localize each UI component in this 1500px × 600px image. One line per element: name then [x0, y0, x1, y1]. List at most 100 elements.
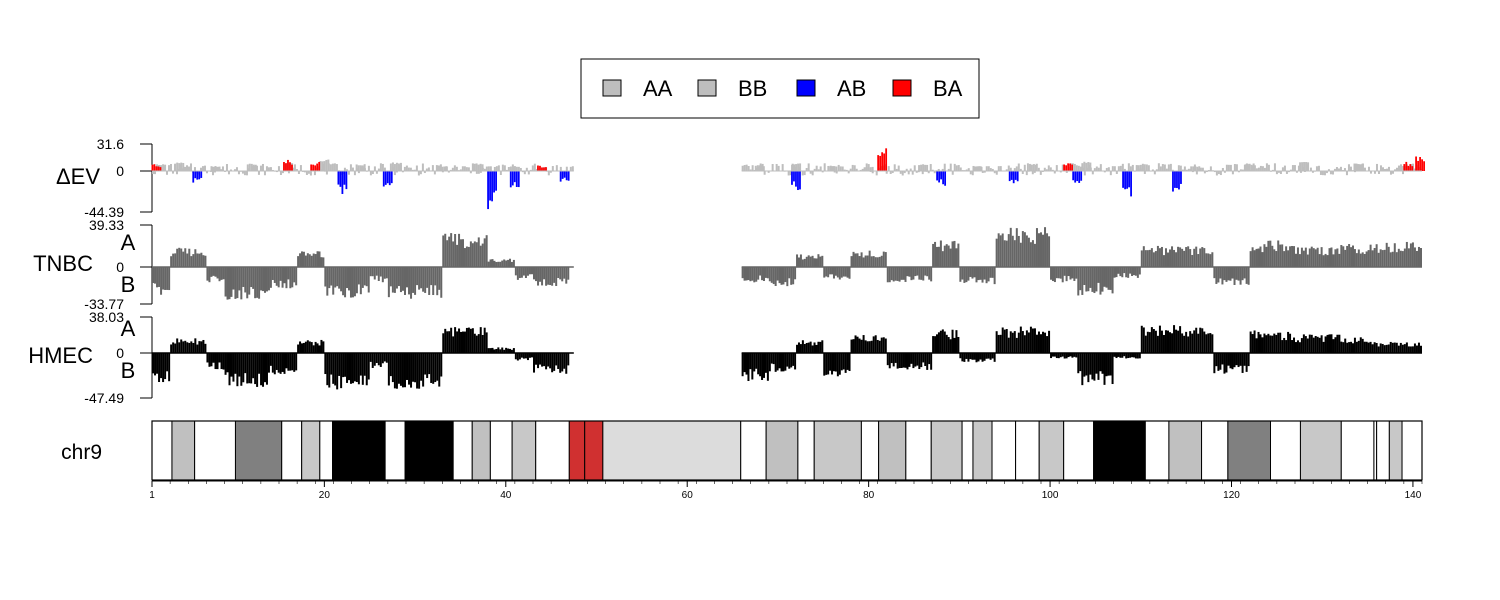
bar-aa-bb — [569, 166, 572, 171]
bar — [379, 353, 382, 367]
bar-ab — [1076, 171, 1079, 182]
bar-ab — [1072, 171, 1075, 181]
bar — [1183, 335, 1186, 353]
bar — [884, 252, 887, 267]
bar — [328, 267, 331, 289]
bar-aa-bb — [937, 168, 940, 171]
ideogram-band — [584, 420, 604, 481]
track-bars — [151, 148, 1425, 210]
bar — [908, 267, 911, 277]
bar-ab — [1080, 171, 1083, 181]
bar — [541, 267, 544, 286]
bar-aa-bb — [1073, 163, 1076, 171]
bar — [401, 353, 404, 388]
bar — [1152, 252, 1155, 267]
bar — [1103, 353, 1106, 385]
bar — [1148, 332, 1151, 353]
bar — [318, 251, 321, 267]
bar — [780, 267, 783, 285]
bar — [371, 353, 374, 368]
bar — [977, 353, 980, 362]
bar — [412, 353, 415, 382]
bar — [1007, 234, 1010, 267]
bar — [1191, 254, 1194, 267]
bar-aa-bb — [299, 165, 302, 171]
bar — [892, 267, 895, 282]
bar — [973, 267, 976, 278]
bar-aa-bb — [967, 168, 970, 171]
bar — [162, 267, 165, 290]
bar — [904, 353, 907, 368]
bar-aa-bb — [1225, 164, 1228, 171]
bar — [755, 267, 758, 282]
bar-aa-bb — [1030, 164, 1033, 171]
bar-ba — [289, 162, 291, 171]
bar-aa-bb — [501, 164, 504, 171]
bar — [1267, 333, 1270, 353]
bar — [751, 267, 754, 281]
bar-ba — [155, 166, 158, 171]
bar — [934, 336, 937, 353]
bar — [1199, 248, 1202, 267]
bar — [271, 267, 274, 280]
bar — [991, 267, 994, 278]
bar — [854, 253, 857, 267]
bar-aa-bb — [441, 171, 444, 173]
bar — [160, 353, 163, 379]
bar — [1162, 334, 1165, 353]
bar-ba — [1403, 164, 1406, 171]
bar-aa-bb — [1191, 171, 1194, 173]
y-tick-label: 0 — [116, 163, 124, 179]
bar-aa-bb — [467, 167, 470, 171]
bar — [512, 348, 515, 353]
bar — [220, 267, 223, 280]
bar-aa-bb — [1039, 171, 1042, 175]
bar-aa-bb — [974, 166, 977, 171]
bar — [188, 248, 191, 267]
bar — [973, 353, 976, 360]
bar-aa-bb — [361, 165, 364, 171]
bar — [375, 353, 378, 363]
bar — [969, 353, 972, 360]
bar — [819, 341, 822, 353]
bar — [477, 237, 480, 267]
bar-aa-bb — [1419, 168, 1422, 171]
bar — [778, 353, 781, 369]
bar-aa-bb — [1319, 171, 1322, 175]
bar-aa-bb — [1192, 166, 1195, 171]
bar — [156, 353, 159, 374]
bar — [1027, 332, 1030, 353]
bar-aa-bb — [519, 167, 522, 171]
bar — [949, 248, 952, 267]
bar — [1115, 267, 1118, 278]
bar-aa-bb — [1261, 166, 1264, 171]
bar — [906, 267, 909, 277]
bar-ba — [316, 163, 319, 171]
bar-aa-bb — [281, 171, 284, 174]
bar — [1324, 253, 1327, 267]
bar-aa-bb — [1325, 171, 1328, 174]
bar-aa-bb — [1123, 168, 1126, 171]
bar — [166, 353, 169, 372]
bar — [559, 353, 562, 373]
bar — [1419, 345, 1422, 353]
bar-aa-bb — [475, 163, 478, 171]
bar-aa-bb — [845, 169, 848, 171]
bar — [539, 267, 542, 282]
bar — [882, 251, 885, 267]
legend-label-aa: AA — [643, 76, 673, 101]
bar — [1348, 342, 1351, 353]
bar — [244, 267, 247, 293]
bar — [937, 332, 940, 353]
bar — [1205, 253, 1208, 267]
bar — [184, 340, 187, 353]
bar — [1265, 246, 1268, 267]
bar-aa-bb — [754, 165, 757, 171]
bar — [1193, 330, 1196, 353]
bar — [1211, 252, 1214, 267]
bar — [1017, 332, 1020, 353]
bar — [1055, 353, 1058, 359]
bar — [815, 344, 818, 353]
bar — [1357, 340, 1360, 353]
bar-aa-bb — [1373, 171, 1376, 174]
